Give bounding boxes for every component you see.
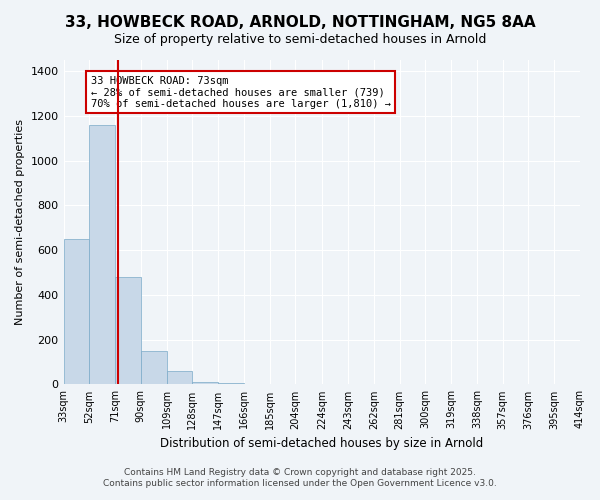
Bar: [167, 371, 193, 384]
Text: 33 HOWBECK ROAD: 73sqm
← 28% of semi-detached houses are smaller (739)
70% of se: 33 HOWBECK ROAD: 73sqm ← 28% of semi-det…: [91, 76, 391, 109]
Bar: [89, 125, 115, 384]
X-axis label: Distribution of semi-detached houses by size in Arnold: Distribution of semi-detached houses by …: [160, 437, 484, 450]
Text: 33, HOWBECK ROAD, ARNOLD, NOTTINGHAM, NG5 8AA: 33, HOWBECK ROAD, ARNOLD, NOTTINGHAM, NG…: [65, 15, 535, 30]
Bar: [193, 382, 218, 384]
Bar: [141, 351, 167, 384]
Bar: [115, 277, 141, 384]
Y-axis label: Number of semi-detached properties: Number of semi-detached properties: [15, 119, 25, 325]
Text: Contains HM Land Registry data © Crown copyright and database right 2025.
Contai: Contains HM Land Registry data © Crown c…: [103, 468, 497, 487]
Text: Size of property relative to semi-detached houses in Arnold: Size of property relative to semi-detach…: [114, 32, 486, 46]
Bar: [64, 239, 89, 384]
